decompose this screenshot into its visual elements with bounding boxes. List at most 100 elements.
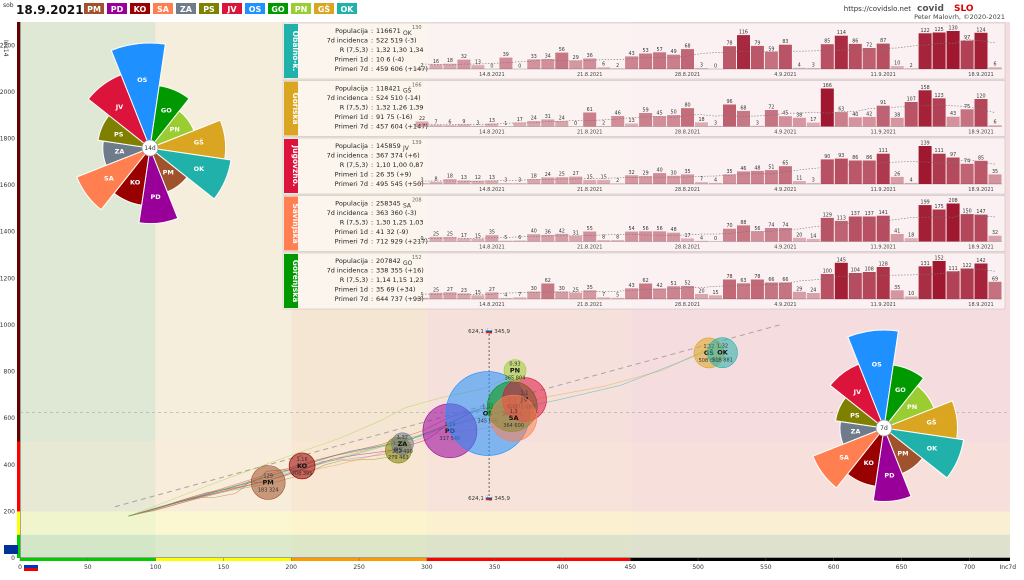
bar-value-label: 2 — [602, 121, 605, 127]
bar — [989, 236, 1002, 242]
bar-value-label: 6 — [993, 62, 996, 68]
bar-value-label: 59 — [643, 108, 649, 114]
stat-colon: : — [371, 104, 373, 112]
bar — [555, 234, 568, 242]
bar — [667, 55, 680, 69]
bar-value-label: 130 — [949, 26, 958, 32]
y-tick-label: 200 — [4, 508, 16, 515]
region-code: OK — [403, 30, 413, 37]
stat-label: Primeri 7d — [335, 180, 368, 188]
bar-value-label: 25 — [559, 172, 565, 178]
x-tick-label: 400 — [557, 564, 569, 571]
legend-chip-label: JV — [226, 5, 237, 14]
bar-value-label: 52 — [684, 281, 690, 287]
bar-value-label: 72 — [768, 105, 774, 111]
bar-value-label: 18 — [698, 117, 704, 123]
stat-colon: : — [371, 94, 373, 102]
bar — [485, 292, 498, 299]
bar — [569, 177, 582, 184]
bar — [849, 161, 862, 185]
bar-value-label: 25 — [433, 231, 439, 237]
bar-value-label: 31 — [545, 114, 551, 120]
bar-value-label: 63 — [740, 278, 746, 284]
y-tick-label: 1800 — [0, 136, 15, 143]
bar-value-label: 141 — [879, 210, 888, 216]
bar-value-label: 56 — [657, 226, 663, 232]
site-url[interactable]: https://covidslo.net — [844, 5, 911, 13]
bar — [849, 217, 862, 242]
bubble-xy-label: 364 600 — [503, 423, 524, 429]
bar — [583, 232, 596, 242]
stat-colon: : — [371, 56, 373, 64]
bar — [919, 90, 932, 126]
stat-value: 522 519 (-3) — [376, 37, 417, 45]
pie-slice-label: SA — [104, 175, 114, 183]
bubble-code-label: PM — [263, 478, 274, 486]
y-axis-strip-2 — [17, 441, 20, 511]
bar — [835, 263, 848, 299]
stat-value: 91 75 (-16) — [376, 113, 412, 121]
bar-value-label: 27 — [447, 287, 453, 293]
bar-value-label: 7 — [602, 292, 605, 298]
bar-date-tick: 4.9.2021 — [774, 187, 796, 193]
bar-value-label: 43 — [950, 111, 956, 117]
bar-value-label: 11 — [796, 176, 802, 182]
bubble-code-label: ZA — [398, 440, 408, 448]
bar — [961, 41, 974, 69]
bar-value-label: 35 — [587, 285, 593, 291]
bar — [597, 180, 610, 184]
bar-value-label: 49 — [671, 49, 677, 55]
pie-center-label: 14d — [144, 145, 156, 152]
bar-value-label: 137 — [851, 211, 860, 217]
bar — [821, 218, 834, 242]
legend-chip-label: PM — [87, 5, 101, 14]
legend-chip-label: SA — [157, 5, 170, 14]
bar-value-label: 56 — [559, 47, 565, 53]
stat-colon: : — [371, 85, 373, 93]
legend-chip-KO: KO — [130, 3, 150, 14]
stat-value: 116671 — [376, 27, 401, 35]
bar — [877, 154, 890, 184]
bar — [430, 64, 443, 69]
bar-value-label: 8 — [434, 176, 437, 182]
region-code: SA — [403, 203, 412, 210]
bar — [653, 116, 666, 126]
x-axis-strip-3 — [427, 558, 630, 561]
legend-chip-label: PN — [295, 5, 308, 14]
pie-slice-label: PS — [114, 130, 124, 138]
stat-colon: : — [371, 171, 373, 179]
stat-label: 7d incidenca — [327, 94, 368, 102]
bar-value-label: 34 — [545, 54, 551, 60]
bar-value-label: 15 — [475, 290, 481, 296]
bar-value-label: 111 — [935, 148, 944, 154]
bar-value-label: 145 — [837, 257, 846, 263]
bar-value-label: 30 — [531, 286, 537, 292]
stat-label: Primeri 7d — [335, 238, 368, 246]
bar-value-label: 4 — [504, 293, 507, 299]
bar — [625, 56, 638, 69]
bar — [653, 173, 666, 184]
bar-value-label: 42 — [657, 283, 663, 289]
bar — [541, 284, 554, 300]
bar-value-label: 0 — [490, 64, 493, 70]
bar — [877, 44, 890, 69]
bar — [583, 180, 596, 184]
bar — [639, 54, 652, 70]
bar-value-label: 12 — [475, 175, 481, 181]
bar-value-label: 45 — [657, 111, 663, 117]
stat-value: 207842 — [376, 257, 401, 265]
bar — [639, 113, 652, 127]
bar-value-label: 147 — [976, 209, 985, 215]
bar-value-label: 55 — [587, 226, 593, 232]
x-axis-strip-4 — [630, 558, 1010, 561]
bar-value-label: 3 — [756, 120, 759, 126]
stat-colon: : — [371, 267, 373, 275]
bar-value-label: 104 — [851, 268, 860, 274]
bar-value-label: 25 — [447, 231, 453, 237]
pie-slice-label: PM — [897, 450, 908, 458]
bar — [625, 232, 638, 242]
legend-chip-label: OS — [249, 5, 262, 14]
bar-value-label: 18 — [447, 174, 453, 180]
bar-value-label: 32 — [992, 230, 998, 236]
bar — [793, 292, 806, 299]
